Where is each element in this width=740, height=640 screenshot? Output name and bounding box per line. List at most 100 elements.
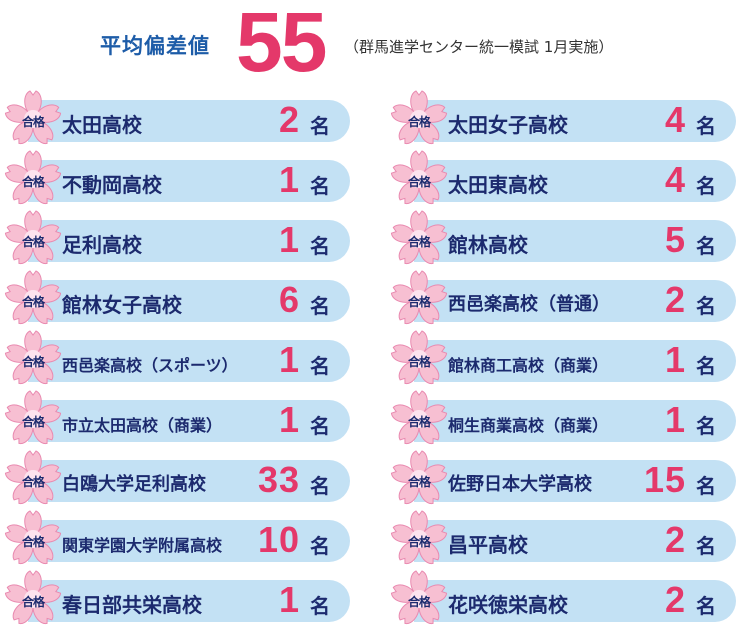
result-bar bbox=[28, 580, 350, 622]
result-bar bbox=[414, 160, 736, 202]
result-bar bbox=[28, 460, 350, 502]
pass-count: 1 bbox=[278, 579, 300, 620]
average-score-value: 55 bbox=[236, 0, 327, 89]
pass-count: 1 bbox=[278, 339, 300, 380]
count-unit: 名 bbox=[310, 414, 330, 438]
school-name: 白鴎大学足利高校 bbox=[62, 474, 206, 495]
count-unit: 名 bbox=[310, 594, 330, 618]
count-unit: 名 bbox=[696, 354, 716, 378]
sakura-blossom-icon bbox=[388, 148, 450, 210]
result-row-left-1: 合格 太田高校 2 名 bbox=[2, 90, 354, 156]
school-name: 太田高校 bbox=[62, 113, 142, 137]
pass-badge: 合格 bbox=[21, 295, 45, 309]
pass-count: 2 bbox=[664, 579, 686, 620]
count-unit: 名 bbox=[696, 534, 716, 558]
count-unit: 名 bbox=[696, 114, 716, 138]
pass-badge: 合格 bbox=[407, 115, 431, 129]
result-row-right-9: 合格 花咲徳栄高校 2 名 bbox=[388, 570, 740, 636]
school-name: 春日部共栄高校 bbox=[62, 593, 202, 617]
pass-count: 5 bbox=[664, 219, 686, 260]
pass-badge: 合格 bbox=[21, 475, 45, 489]
result-bar bbox=[414, 520, 736, 562]
pass-count: 1 bbox=[278, 159, 300, 200]
sakura-blossom-icon bbox=[2, 88, 64, 150]
pass-badge: 合格 bbox=[21, 175, 45, 189]
pass-count: 4 bbox=[664, 159, 686, 200]
sakura-blossom-icon bbox=[388, 568, 450, 630]
result-bar bbox=[28, 160, 350, 202]
count-unit: 名 bbox=[696, 174, 716, 198]
pass-count: 15 bbox=[643, 459, 686, 500]
sakura-blossom-icon bbox=[2, 448, 64, 510]
pass-badge: 合格 bbox=[407, 355, 431, 369]
pass-count: 2 bbox=[278, 99, 300, 140]
pass-badge: 合格 bbox=[407, 415, 431, 429]
school-name: 桐生商業高校（商業） bbox=[448, 416, 609, 435]
average-score-heading: 平均偏差値 bbox=[100, 34, 210, 58]
pass-count: 1 bbox=[278, 219, 300, 260]
count-unit: 名 bbox=[310, 294, 330, 318]
count-unit: 名 bbox=[310, 114, 330, 138]
pass-badge: 合格 bbox=[21, 535, 45, 549]
school-name: 足利高校 bbox=[62, 233, 142, 257]
pass-badge: 合格 bbox=[21, 415, 45, 429]
result-row-left-6: 合格 市立太田高校（商業） 1 名 bbox=[2, 390, 354, 456]
sakura-blossom-icon bbox=[2, 328, 64, 390]
pass-count: 2 bbox=[664, 279, 686, 320]
result-bar bbox=[414, 100, 736, 142]
result-row-left-2: 合格 不動岡高校 1 名 bbox=[2, 150, 354, 216]
count-unit: 名 bbox=[696, 594, 716, 618]
results-column-left: 合格 太田高校 2 名 合格 不動岡高校 1 bbox=[2, 90, 354, 636]
school-name: 館林女子高校 bbox=[62, 293, 182, 317]
sakura-blossom-icon bbox=[2, 388, 64, 450]
result-row-right-1: 合格 太田女子高校 4 名 bbox=[388, 90, 740, 156]
result-row-left-7: 合格 白鴎大学足利高校 33 名 bbox=[2, 450, 354, 516]
pass-badge: 合格 bbox=[21, 595, 45, 609]
result-bar bbox=[28, 280, 350, 322]
school-name: 市立太田高校（商業） bbox=[62, 416, 223, 435]
count-unit: 名 bbox=[310, 234, 330, 258]
pass-badge: 合格 bbox=[407, 475, 431, 489]
pass-badge: 合格 bbox=[407, 235, 431, 249]
sakura-blossom-icon bbox=[388, 328, 450, 390]
count-unit: 名 bbox=[310, 174, 330, 198]
result-bar bbox=[414, 460, 736, 502]
result-row-right-2: 合格 太田東高校 4 名 bbox=[388, 150, 740, 216]
school-name: 館林商工高校（商業） bbox=[448, 356, 609, 375]
result-bar bbox=[28, 400, 350, 442]
sakura-blossom-icon bbox=[2, 508, 64, 570]
pass-badge: 合格 bbox=[407, 595, 431, 609]
result-row-right-5: 合格 館林商工高校（商業） 1 名 bbox=[388, 330, 740, 396]
result-row-right-8: 合格 昌平高校 2 名 bbox=[388, 510, 740, 576]
result-bar bbox=[28, 220, 350, 262]
sakura-blossom-icon bbox=[2, 148, 64, 210]
count-unit: 名 bbox=[696, 414, 716, 438]
pass-count: 1 bbox=[664, 399, 686, 440]
result-row-right-7: 合格 佐野日本大学高校 15 名 bbox=[388, 450, 740, 516]
pass-badge: 合格 bbox=[407, 295, 431, 309]
result-bar bbox=[414, 580, 736, 622]
result-bar bbox=[28, 520, 350, 562]
results-column-right: 合格 太田女子高校 4 名 合格 太田東高校 4 bbox=[388, 90, 740, 636]
result-bar bbox=[414, 220, 736, 262]
sakura-blossom-icon bbox=[2, 568, 64, 630]
count-unit: 名 bbox=[310, 474, 330, 498]
sakura-blossom-icon bbox=[2, 208, 64, 270]
count-unit: 名 bbox=[696, 234, 716, 258]
count-unit: 名 bbox=[696, 474, 716, 498]
pass-badge: 合格 bbox=[407, 535, 431, 549]
pass-count: 33 bbox=[257, 459, 300, 500]
result-bar bbox=[414, 400, 736, 442]
result-row-right-4: 合格 西邑楽高校（普通） 2 名 bbox=[388, 270, 740, 336]
school-name: 西邑楽高校（普通） bbox=[448, 294, 610, 315]
school-name: 関東学園大学附属高校 bbox=[62, 536, 223, 555]
pass-badge: 合格 bbox=[21, 115, 45, 129]
sakura-blossom-icon bbox=[388, 88, 450, 150]
pass-count: 2 bbox=[664, 519, 686, 560]
pass-count: 10 bbox=[257, 519, 300, 560]
sakura-blossom-icon bbox=[388, 388, 450, 450]
pass-badge: 合格 bbox=[407, 175, 431, 189]
sakura-blossom-icon bbox=[2, 268, 64, 330]
school-name: 佐野日本大学高校 bbox=[448, 474, 592, 495]
sakura-blossom-icon bbox=[388, 448, 450, 510]
